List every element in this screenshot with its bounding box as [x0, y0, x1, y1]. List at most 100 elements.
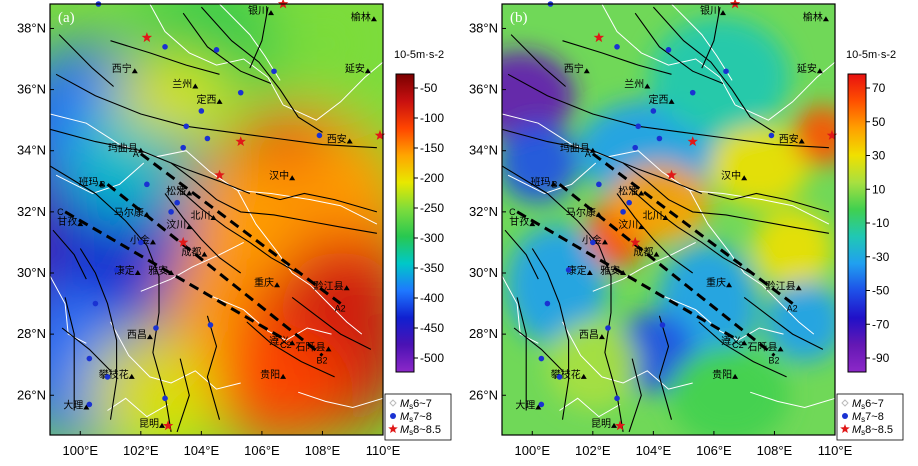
earthquake-circle: [590, 239, 596, 246]
earthquake-star: [162, 420, 174, 431]
y-tick-label: 26°N: [17, 387, 46, 402]
panel-tag: (a): [58, 10, 75, 26]
panel-tag: (b): [510, 10, 528, 26]
city-label: 松潘: [618, 185, 638, 198]
province-boundary: [562, 321, 693, 390]
fault-line: [516, 297, 527, 411]
city-marker: [777, 346, 784, 352]
fault-line: [110, 40, 220, 75]
city-label: 石阡县: [748, 341, 778, 353]
y-tick-label: 36°N: [17, 82, 46, 97]
earthquakes: [86, 0, 386, 431]
x-tick-label: 108°E: [305, 443, 341, 458]
province-boundary: [50, 275, 87, 344]
city-label: 银川: [700, 4, 720, 17]
city-label: 西昌: [127, 329, 147, 341]
city-label: 重庆: [254, 276, 274, 289]
city-label: 大理: [63, 398, 83, 411]
city-label: 雅安: [600, 264, 620, 277]
earthquake-circle: [659, 322, 666, 328]
earthquake-circle: [213, 47, 220, 53]
earthquake-star: [630, 236, 641, 247]
field-anomaly: [111, 55, 232, 136]
city-marker: [343, 285, 350, 291]
earthquake-circle: [614, 43, 620, 50]
earthquake-circle: [138, 239, 144, 246]
province-boundary: [110, 321, 241, 390]
city-marker: [201, 251, 208, 257]
colorbar-scale: [395, 73, 415, 373]
faults: [50, 6, 378, 433]
city-label: 雅安: [148, 264, 168, 277]
profile-start-label: C: [509, 207, 516, 217]
city-label: 西安: [327, 133, 347, 146]
city-label: 汶川: [166, 218, 186, 231]
province-boundary: [671, 4, 733, 81]
fault-line: [50, 128, 251, 195]
earthquake-circle: [614, 395, 620, 402]
city-label: 西昌: [579, 329, 599, 341]
x-tick-label: 104°E: [184, 443, 220, 458]
fault-line: [61, 327, 111, 372]
fault-line: [502, 165, 624, 432]
fault-line: [628, 186, 751, 274]
colorbar-tick-label: -350: [420, 261, 444, 275]
city-marker: [620, 269, 627, 275]
city-label: 汉中: [269, 169, 289, 182]
earthquake-circle: [168, 209, 174, 215]
earthquake-circle: [144, 181, 150, 188]
city-label: 攀枝花: [551, 368, 581, 381]
city-marker: [638, 224, 645, 230]
province-boundaries: [50, 4, 383, 418]
province-boundary: [140, 241, 244, 292]
colorbar-tick-label: -200: [420, 171, 444, 185]
field-anomaly: [186, 157, 307, 278]
earthquake-circle: [605, 325, 611, 331]
field-anomaly: [669, 345, 790, 435]
earthquake-circle: [104, 374, 111, 380]
city-marker: [583, 68, 590, 74]
city-label: 兰州: [172, 78, 192, 91]
city-label: 遵义: [721, 334, 741, 347]
city-label: 成都: [633, 247, 653, 259]
city-label: 汉中: [721, 169, 741, 182]
colorbar-tick-label: -400: [420, 291, 444, 305]
field-blobs: [50, 4, 383, 435]
earthquake-circle: [86, 401, 93, 408]
colorbar-tick-label: 50: [872, 115, 886, 129]
city-marker: [134, 269, 141, 275]
province-boundary: [734, 61, 835, 121]
earthquake-circle: [162, 395, 168, 402]
city-label: 玛曲县: [560, 143, 590, 155]
province-boundary: [502, 113, 830, 225]
field-anomaly: [764, 281, 835, 362]
fault-line: [502, 128, 703, 195]
x-tick-label: 102°E: [123, 443, 159, 458]
fault-line: [176, 186, 299, 274]
legend-diamond-icon: [841, 399, 849, 407]
city-marker: [289, 340, 296, 346]
profile-end-label: B2: [316, 356, 327, 366]
map-frame: [49, 3, 384, 436]
fault-line: [64, 297, 75, 411]
fault-line: [206, 315, 221, 420]
x-tick-label: 104°E: [636, 443, 672, 458]
earthquake-circle: [596, 181, 602, 188]
province-boundary: [55, 162, 145, 195]
fault-line: [652, 6, 775, 133]
earthquake-circle: [626, 199, 632, 206]
colorbar-tick-label: -500: [420, 351, 444, 365]
fault-line: [55, 73, 377, 149]
city-label: 西宁: [564, 62, 584, 75]
profile-end-label: A2: [787, 304, 798, 314]
earthquake-circle: [650, 108, 657, 114]
field-anomaly: [506, 225, 607, 346]
city-marker: [149, 239, 156, 245]
city-marker: [798, 138, 805, 144]
city-label: 昆明: [591, 418, 611, 430]
earthquake-star: [826, 129, 838, 140]
x-tick-label: 106°E: [696, 443, 732, 458]
city-label: 西宁: [112, 62, 132, 75]
earthquake-star: [178, 236, 189, 247]
colorbar-unit: 10-5m·s-2: [846, 49, 896, 61]
